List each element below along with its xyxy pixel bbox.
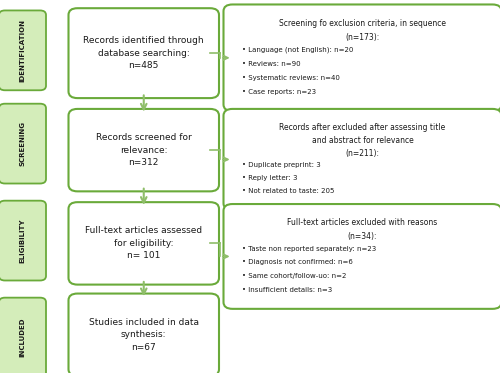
Text: • Not related to taste: 205: • Not related to taste: 205 — [242, 188, 334, 194]
FancyBboxPatch shape — [68, 109, 219, 191]
Text: Full-text articles excluded with reasons: Full-text articles excluded with reasons — [288, 218, 438, 227]
Text: ELIGIBILITY: ELIGIBILITY — [20, 218, 26, 263]
FancyBboxPatch shape — [68, 8, 219, 98]
Text: IDENTIFICATION: IDENTIFICATION — [20, 19, 26, 82]
Text: (n=34):: (n=34): — [348, 232, 378, 241]
Text: • Diagnosis not confirmed: n=6: • Diagnosis not confirmed: n=6 — [242, 259, 352, 265]
Text: • Systematic reviews: n=40: • Systematic reviews: n=40 — [242, 75, 340, 81]
FancyBboxPatch shape — [0, 298, 46, 373]
Text: SCREENING: SCREENING — [20, 121, 26, 166]
Text: INCLUDED: INCLUDED — [20, 318, 26, 357]
Text: (n=173):: (n=173): — [346, 32, 380, 42]
Text: • Insufficient details: n=3: • Insufficient details: n=3 — [242, 286, 332, 292]
FancyBboxPatch shape — [0, 104, 46, 184]
Text: Records identified through
database searching:
n=485: Records identified through database sear… — [84, 36, 204, 70]
FancyBboxPatch shape — [0, 201, 46, 280]
FancyBboxPatch shape — [224, 204, 500, 309]
Text: • Reply letter: 3: • Reply letter: 3 — [242, 175, 297, 181]
Text: and abstract for relevance: and abstract for relevance — [312, 136, 414, 145]
Text: Records after excluded after assessing title: Records after excluded after assessing t… — [280, 123, 446, 132]
FancyBboxPatch shape — [224, 4, 500, 111]
Text: • Taste non reported separately: n=23: • Taste non reported separately: n=23 — [242, 245, 376, 251]
Text: Studies included in data
synthesis:
n=67: Studies included in data synthesis: n=67 — [89, 318, 199, 352]
FancyBboxPatch shape — [68, 202, 219, 285]
FancyBboxPatch shape — [68, 294, 219, 373]
Text: • Duplicate preprint: 3: • Duplicate preprint: 3 — [242, 162, 320, 168]
Text: • Language (not English): n=20: • Language (not English): n=20 — [242, 47, 353, 53]
FancyBboxPatch shape — [224, 109, 500, 210]
Text: Records screened for
relevance:
n=312: Records screened for relevance: n=312 — [96, 133, 192, 167]
Text: Full-text articles assessed
for eligibility:
n= 101: Full-text articles assessed for eligibil… — [85, 226, 202, 260]
Text: • Case reports: n=23: • Case reports: n=23 — [242, 89, 316, 95]
Text: • Same cohort/follow-uo: n=2: • Same cohort/follow-uo: n=2 — [242, 273, 346, 279]
Text: (n=211):: (n=211): — [346, 149, 380, 158]
FancyBboxPatch shape — [0, 10, 46, 90]
Text: • Reviews: n=90: • Reviews: n=90 — [242, 60, 300, 67]
Text: Screening fo exclusion criteria, in sequence: Screening fo exclusion criteria, in sequ… — [279, 19, 446, 28]
